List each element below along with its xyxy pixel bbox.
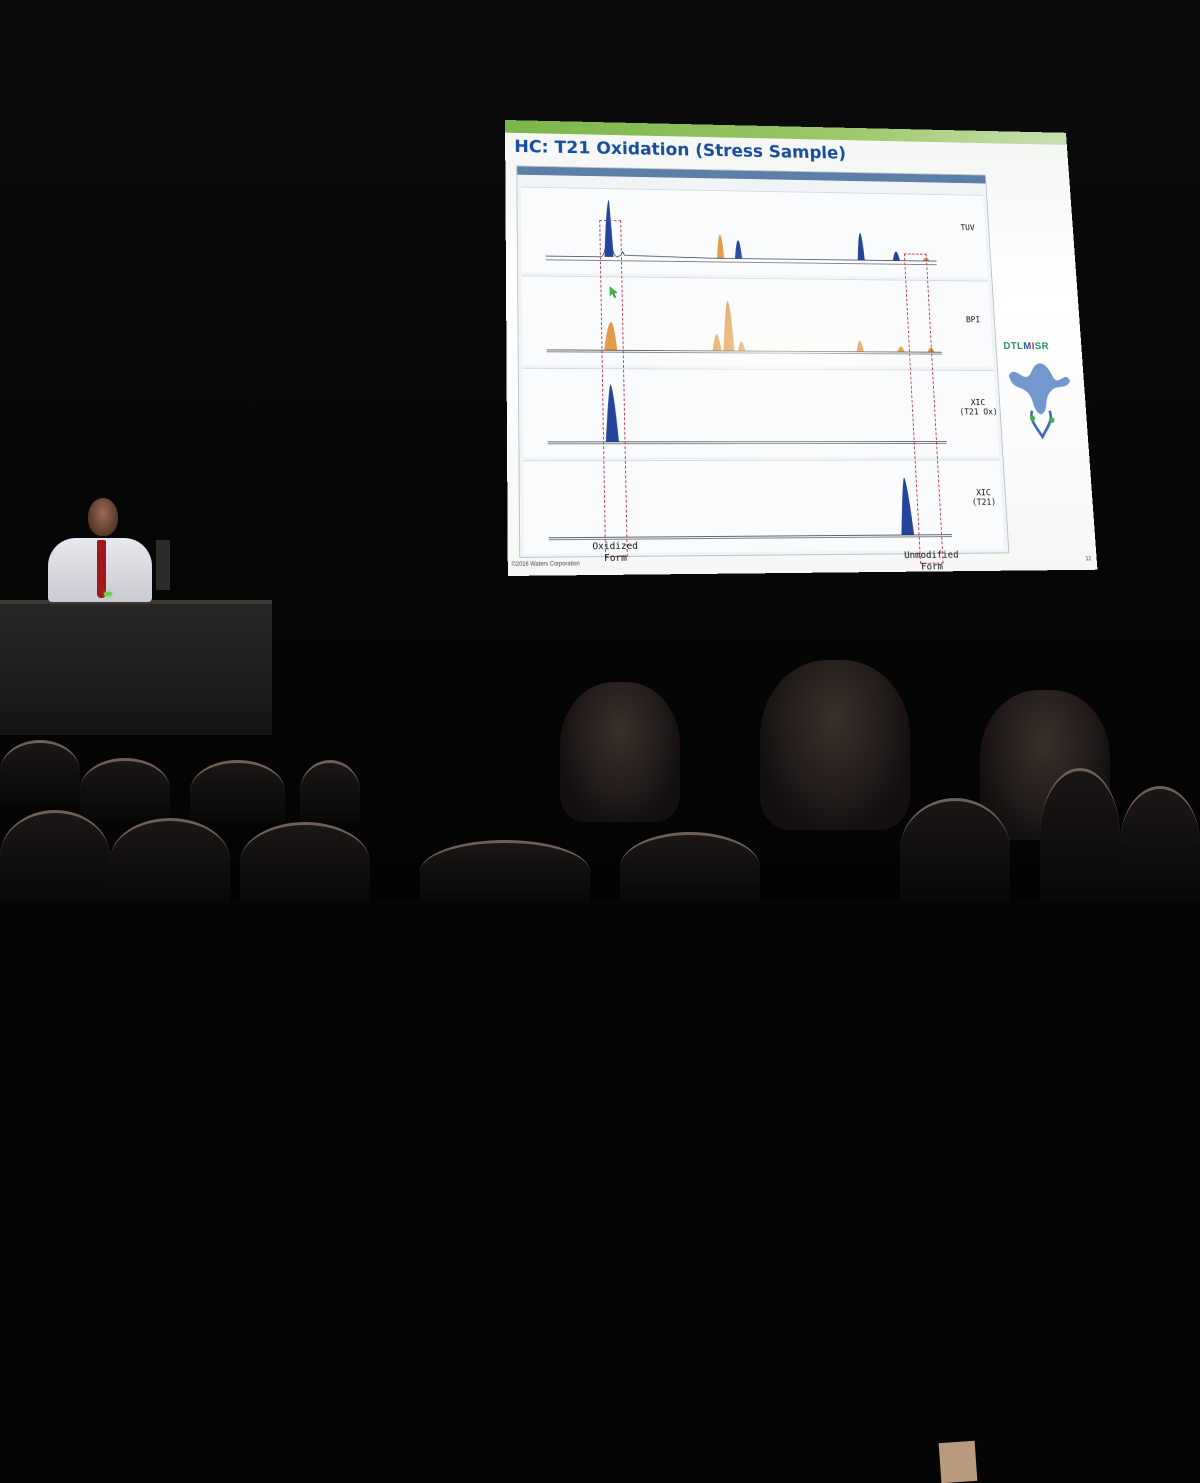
slide-title: HC: T21 Oxidation (Stress Sample)	[514, 136, 846, 163]
trace-label-line2: (T21 Ox)	[959, 408, 998, 418]
audience-member	[760, 660, 910, 830]
logo-part4: SR	[1034, 341, 1049, 352]
seat	[1120, 786, 1200, 903]
unmodified-form-label: Unmodified Form	[881, 550, 982, 573]
trace-label-line1: BPI	[954, 316, 993, 326]
lectern-light	[104, 592, 112, 596]
trace-label-xic: XIC (T21)	[964, 489, 1004, 509]
logo-part1: DTL	[1003, 341, 1024, 352]
presenter-head	[88, 498, 118, 536]
protein-structure-icon	[1003, 359, 1078, 442]
presentation-slide: HC: T21 Oxidation (Stress Sample) TU	[505, 120, 1097, 576]
slide-copyright: ©2016 Waters Corporation	[512, 561, 580, 568]
audience-member	[560, 682, 680, 822]
unmodified-label-line2: Form	[882, 561, 982, 573]
seat	[420, 840, 590, 903]
seat	[1040, 768, 1120, 903]
presenter	[40, 498, 160, 608]
presenter-tie	[97, 540, 106, 598]
audience-seating	[0, 700, 1200, 900]
trace-label-line1: XIC	[958, 399, 997, 409]
chromatogram-window-titlebar	[517, 166, 985, 183]
seat	[900, 798, 1010, 903]
oxidized-label-line1: Oxidized	[563, 541, 667, 553]
trace-label-line2: (T21)	[964, 498, 1004, 508]
seat	[190, 760, 285, 823]
seat	[0, 810, 110, 903]
trace-label-xic-ox: XIC (T21 Ox)	[958, 399, 998, 418]
trace-label-bpi: BPI	[954, 316, 993, 326]
seat	[300, 760, 360, 823]
seat	[110, 818, 230, 903]
seat	[0, 740, 80, 803]
seat	[80, 758, 170, 821]
audience-paper	[939, 1441, 978, 1483]
seat	[240, 822, 370, 903]
trace-label-line1: XIC	[964, 489, 1004, 499]
trace-label-line1: TUV	[948, 224, 987, 234]
slide-page-number: 12	[1085, 556, 1091, 562]
seat	[620, 832, 760, 903]
mouse-cursor-icon	[610, 287, 618, 298]
trace-label-tuv: TUV	[948, 224, 987, 234]
lectern-monitor	[156, 540, 170, 590]
dtlmisr-logo: DTLMISR	[1003, 341, 1049, 352]
